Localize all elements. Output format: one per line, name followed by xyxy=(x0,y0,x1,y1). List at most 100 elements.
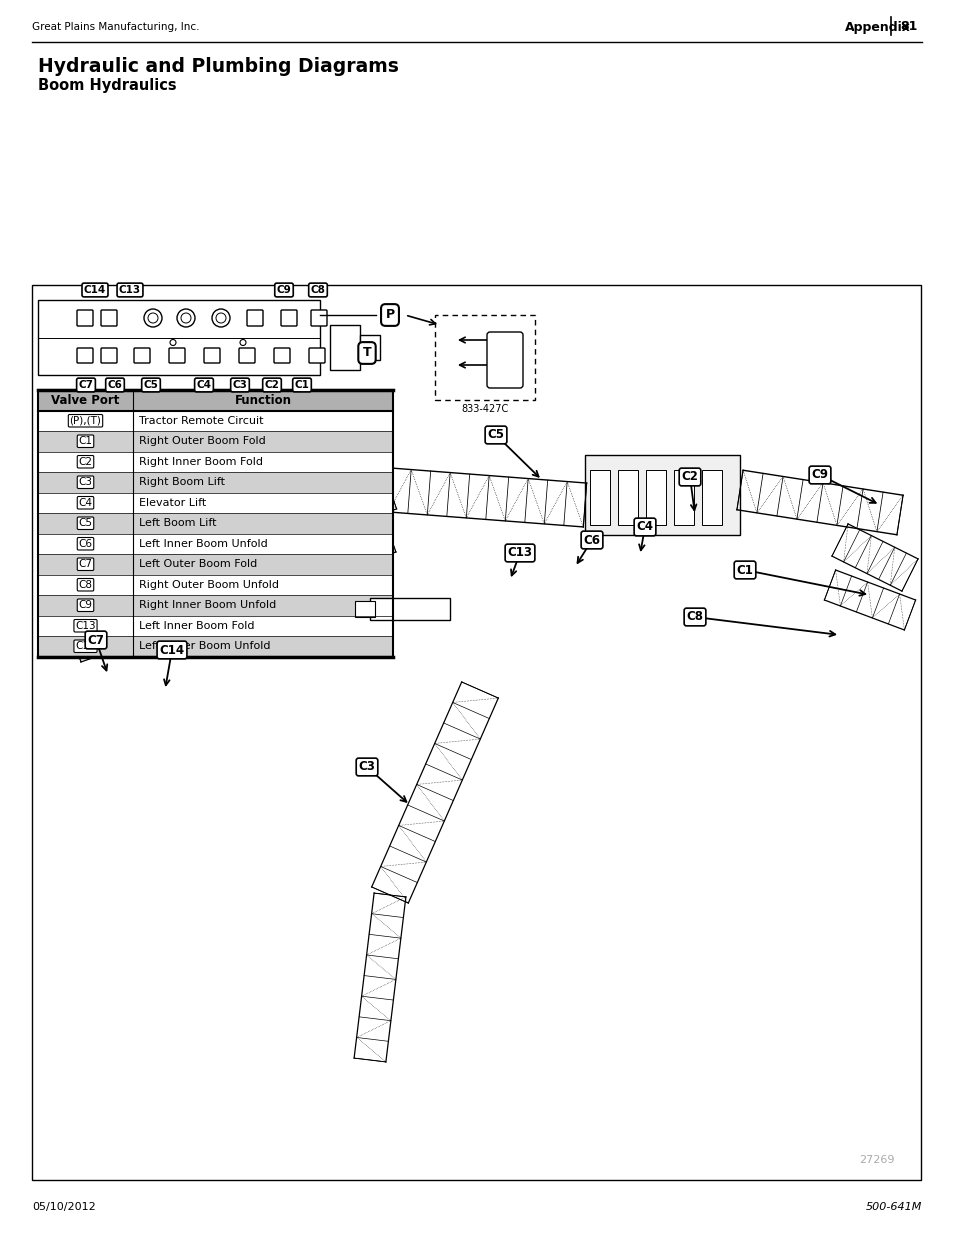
Bar xyxy=(435,315,535,400)
Text: C6: C6 xyxy=(108,380,122,390)
Bar xyxy=(38,574,393,595)
FancyBboxPatch shape xyxy=(274,348,290,363)
FancyBboxPatch shape xyxy=(101,310,117,326)
Text: C4: C4 xyxy=(636,520,653,534)
Circle shape xyxy=(240,340,246,346)
Circle shape xyxy=(144,309,162,327)
Circle shape xyxy=(177,309,194,327)
Text: C5: C5 xyxy=(487,429,504,441)
Bar xyxy=(589,471,609,525)
Text: C2: C2 xyxy=(264,380,279,390)
Bar xyxy=(359,335,379,359)
Text: C2: C2 xyxy=(680,471,698,483)
Text: Left Outer Boom Fold: Left Outer Boom Fold xyxy=(139,559,257,569)
Bar xyxy=(330,325,359,370)
Text: C3: C3 xyxy=(358,761,375,773)
Text: Right Inner Boom Fold: Right Inner Boom Fold xyxy=(139,457,263,467)
Bar xyxy=(701,471,721,525)
Bar xyxy=(38,431,393,452)
Text: C13: C13 xyxy=(75,621,95,631)
Text: C3: C3 xyxy=(233,380,247,390)
Text: C5: C5 xyxy=(143,380,158,390)
FancyBboxPatch shape xyxy=(309,348,325,363)
Text: T: T xyxy=(362,347,371,359)
FancyBboxPatch shape xyxy=(133,348,150,363)
Text: C14: C14 xyxy=(159,643,184,657)
FancyBboxPatch shape xyxy=(77,310,92,326)
Text: Left Outer Boom Unfold: Left Outer Boom Unfold xyxy=(139,641,271,651)
Text: Great Plains Manufacturing, Inc.: Great Plains Manufacturing, Inc. xyxy=(32,22,199,32)
Text: C9: C9 xyxy=(78,600,92,610)
Text: Left Boom Lift: Left Boom Lift xyxy=(139,519,216,529)
Circle shape xyxy=(170,340,175,346)
Text: Tractor Remote Circuit: Tractor Remote Circuit xyxy=(139,416,263,426)
Bar xyxy=(38,595,393,615)
FancyBboxPatch shape xyxy=(169,348,185,363)
Text: C13: C13 xyxy=(119,285,141,295)
Text: Left Inner Boom Unfold: Left Inner Boom Unfold xyxy=(139,538,268,548)
Bar xyxy=(370,598,450,620)
Bar xyxy=(618,471,638,525)
Bar xyxy=(355,601,375,618)
Bar xyxy=(38,472,393,493)
Text: C8: C8 xyxy=(686,610,702,624)
Text: Right Boom Lift: Right Boom Lift xyxy=(139,477,225,488)
Bar xyxy=(32,285,920,1179)
Text: C7: C7 xyxy=(78,380,93,390)
Bar xyxy=(38,615,393,636)
Bar xyxy=(38,636,393,657)
Text: C6: C6 xyxy=(583,534,599,547)
Text: C13: C13 xyxy=(507,547,532,559)
Circle shape xyxy=(212,309,230,327)
FancyBboxPatch shape xyxy=(77,348,92,363)
Text: C1: C1 xyxy=(736,563,753,577)
Text: P: P xyxy=(385,309,395,321)
Text: Elevator Lift: Elevator Lift xyxy=(139,498,206,508)
Text: C2: C2 xyxy=(78,457,92,467)
Bar xyxy=(38,493,393,513)
Text: C9: C9 xyxy=(276,285,291,295)
Text: C1: C1 xyxy=(294,380,309,390)
Text: Right Inner Boom Unfold: Right Inner Boom Unfold xyxy=(139,600,276,610)
Bar xyxy=(584,454,740,535)
Text: C8: C8 xyxy=(311,285,325,295)
Text: Right Outer Boom Fold: Right Outer Boom Fold xyxy=(139,436,266,446)
Bar xyxy=(38,452,393,472)
Bar xyxy=(645,471,665,525)
FancyBboxPatch shape xyxy=(281,310,296,326)
Text: C4: C4 xyxy=(196,380,212,390)
Text: C9: C9 xyxy=(811,468,827,482)
Text: Hydraulic and Plumbing Diagrams: Hydraulic and Plumbing Diagrams xyxy=(38,57,398,77)
Text: C7: C7 xyxy=(88,634,104,646)
FancyBboxPatch shape xyxy=(311,310,327,326)
Bar xyxy=(38,410,393,431)
Text: (P),(T): (P),(T) xyxy=(70,416,101,426)
Bar xyxy=(673,471,693,525)
Text: C1: C1 xyxy=(78,436,92,446)
Text: C8: C8 xyxy=(78,579,92,590)
Bar xyxy=(38,513,393,534)
FancyBboxPatch shape xyxy=(204,348,220,363)
Text: C7: C7 xyxy=(78,559,92,569)
Text: C4: C4 xyxy=(78,498,92,508)
Text: Right Outer Boom Unfold: Right Outer Boom Unfold xyxy=(139,579,278,590)
FancyBboxPatch shape xyxy=(247,310,263,326)
Bar xyxy=(38,555,393,574)
Circle shape xyxy=(148,312,158,324)
Circle shape xyxy=(181,312,191,324)
Bar xyxy=(38,390,393,410)
Text: Left Inner Boom Fold: Left Inner Boom Fold xyxy=(139,621,254,631)
Bar xyxy=(38,390,393,657)
Text: 81: 81 xyxy=(899,21,917,33)
Text: Function: Function xyxy=(234,394,292,406)
Text: C5: C5 xyxy=(78,519,92,529)
Bar xyxy=(38,300,319,375)
Text: 05/10/2012: 05/10/2012 xyxy=(32,1202,95,1212)
Bar xyxy=(38,534,393,555)
Text: 833-427C: 833-427C xyxy=(461,404,508,414)
Text: 500-641M: 500-641M xyxy=(864,1202,921,1212)
FancyBboxPatch shape xyxy=(239,348,254,363)
Text: C14: C14 xyxy=(84,285,106,295)
Text: Valve Port: Valve Port xyxy=(51,394,119,406)
Text: 27269: 27269 xyxy=(859,1155,894,1165)
